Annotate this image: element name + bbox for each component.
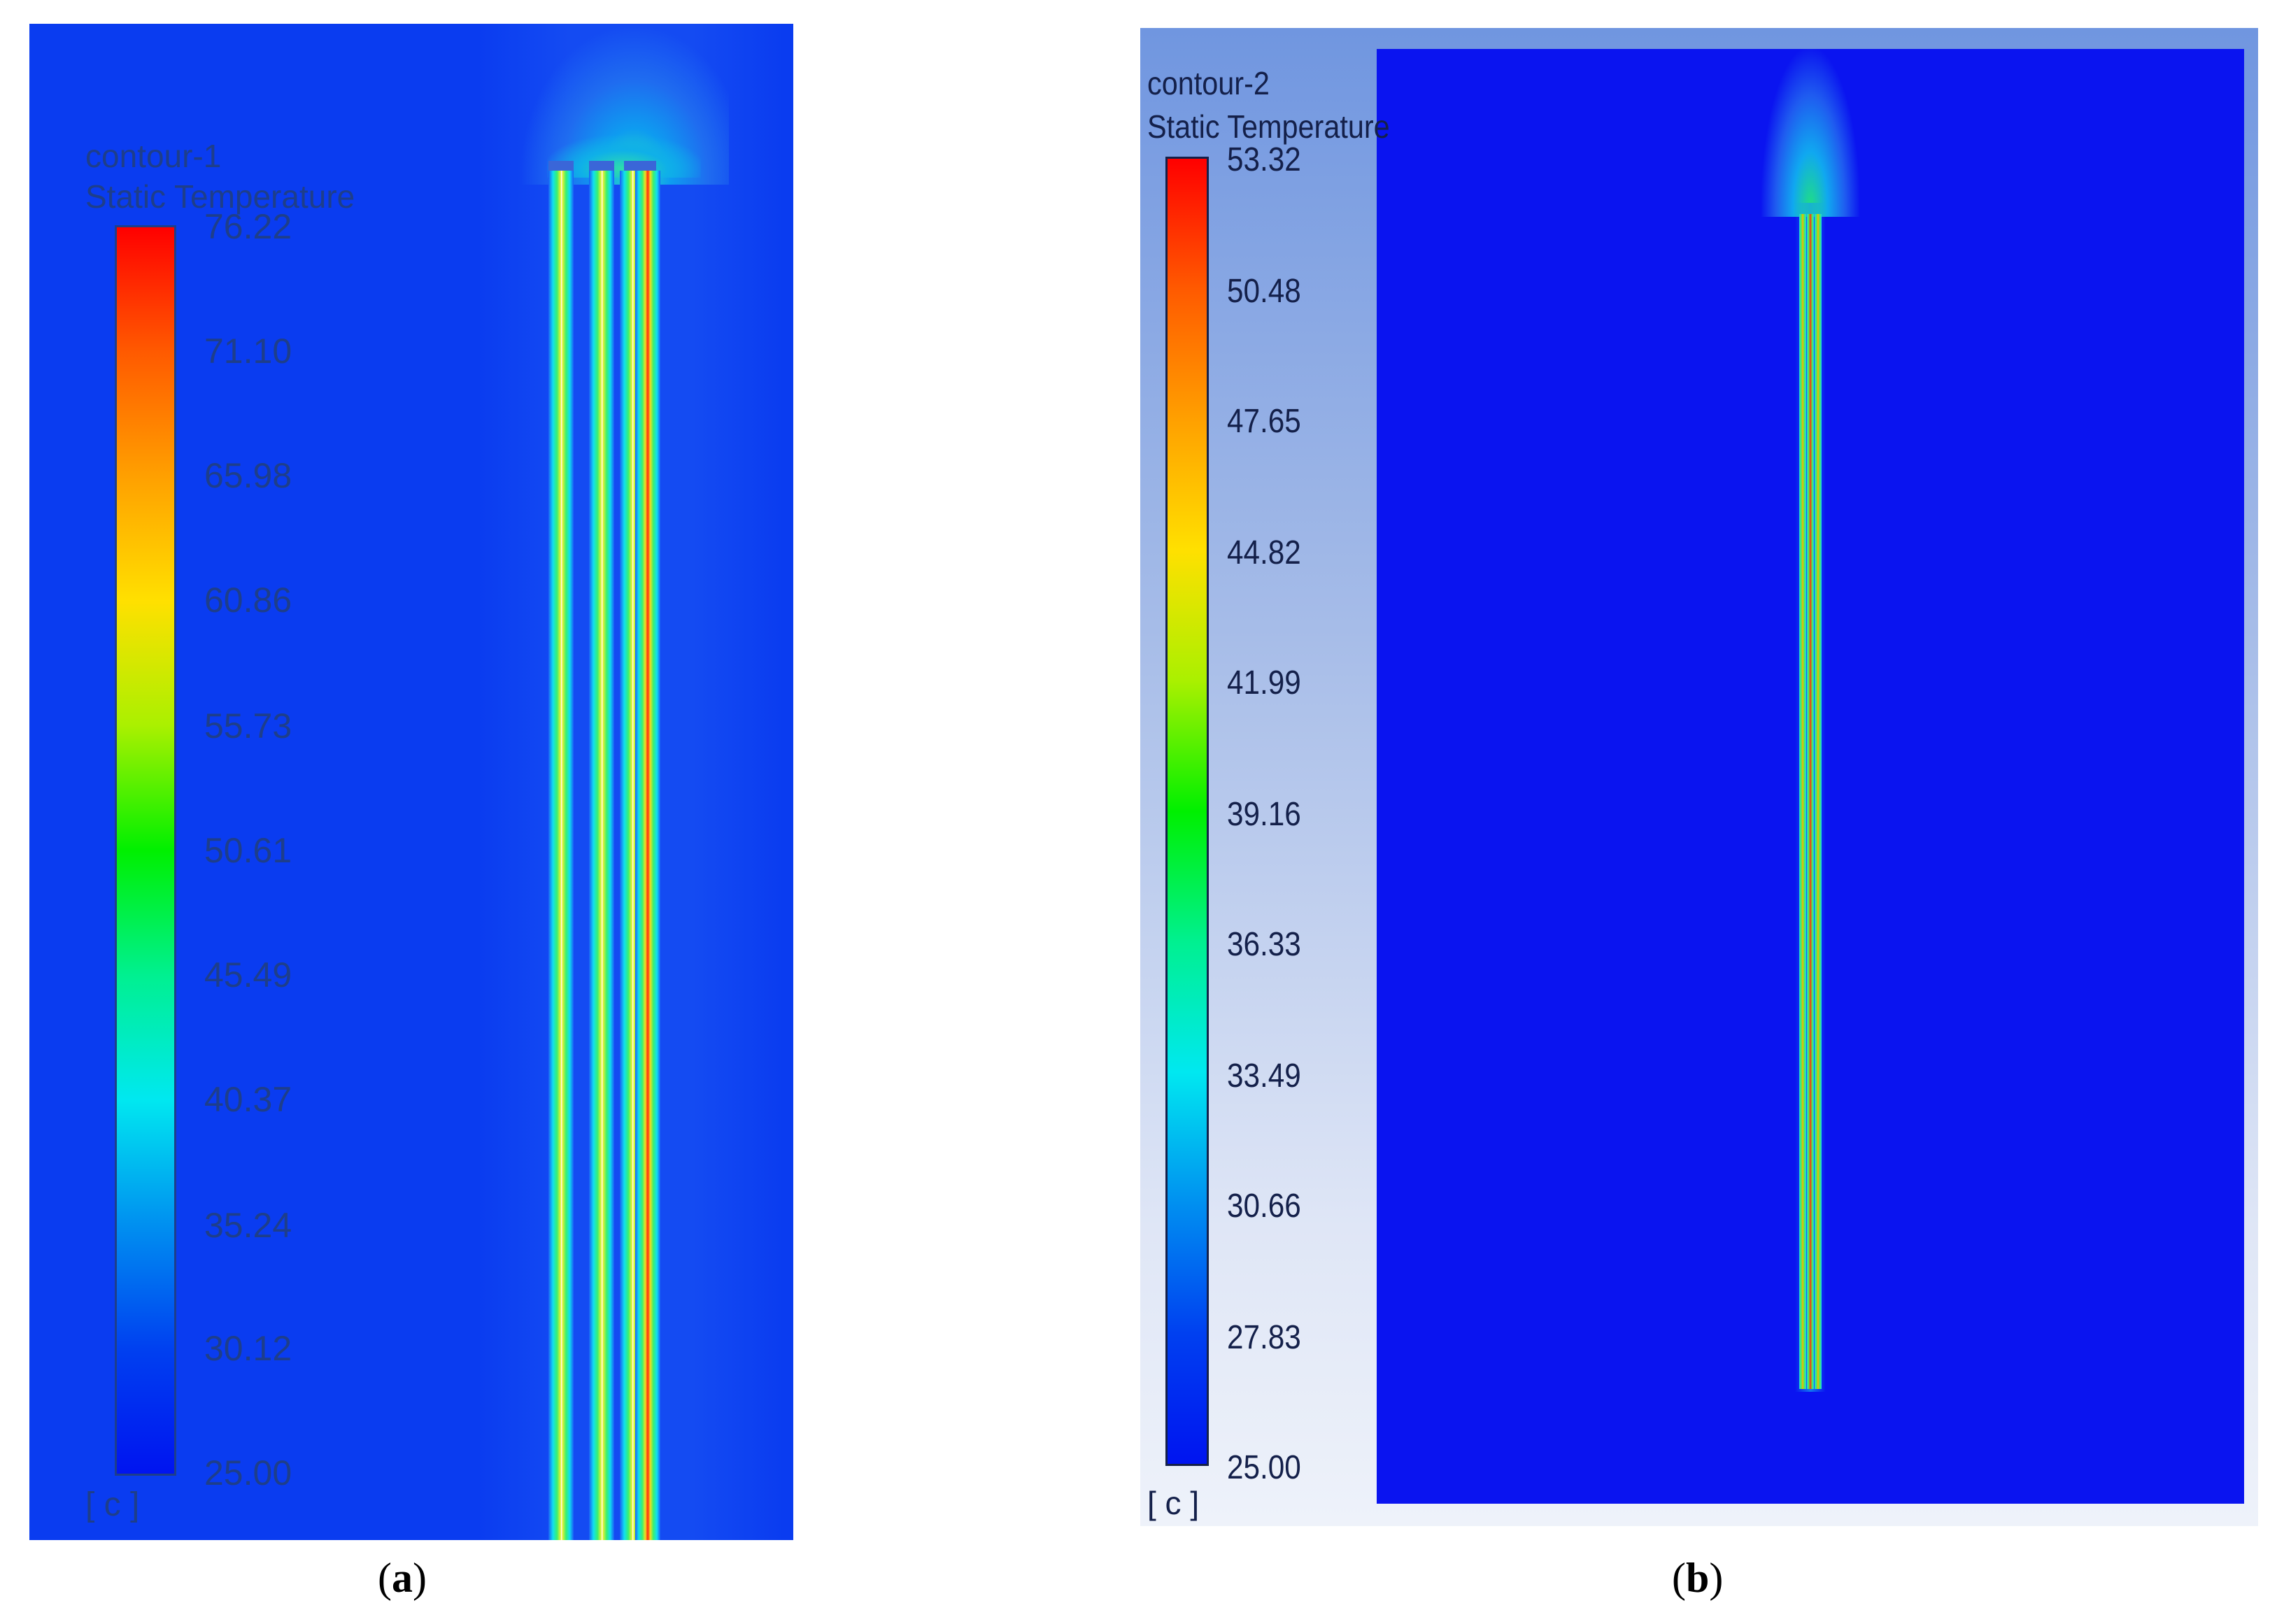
colorbar-tick: 25.00 bbox=[204, 1453, 292, 1493]
colorbar-unit: [ c ] bbox=[1147, 1485, 1200, 1521]
colorbar-a bbox=[115, 225, 176, 1476]
colorbar-tick: 36.33 bbox=[1227, 926, 1301, 963]
colorbar-tick: 60.86 bbox=[204, 580, 292, 620]
contour-plot-a: contour-1 Static Temperature 76.22 71.10… bbox=[29, 24, 793, 1540]
colorbar-tick: 30.66 bbox=[1227, 1188, 1301, 1225]
heat-pipe-tube bbox=[1799, 214, 1806, 1389]
caption-b: (b) bbox=[1672, 1555, 1724, 1601]
colorbar-tick: 65.98 bbox=[204, 456, 292, 495]
colorbar-tick: 33.49 bbox=[1227, 1057, 1301, 1095]
colorbar-tick: 45.49 bbox=[204, 955, 292, 995]
colorbar-tick: 50.61 bbox=[204, 831, 292, 870]
colorbar-tick: 41.99 bbox=[1227, 664, 1301, 701]
colorbar-tick: 44.82 bbox=[1227, 534, 1301, 571]
legend-name: contour-2 bbox=[1147, 65, 1270, 101]
colorbar-b bbox=[1165, 157, 1209, 1466]
colorbar-tick: 39.16 bbox=[1227, 796, 1301, 833]
colorbar-tick: 40.37 bbox=[204, 1080, 292, 1119]
contour-field-b bbox=[1377, 49, 2244, 1504]
legend-quantity: Static Temperature bbox=[1147, 108, 1390, 145]
colorbar-tick: 27.83 bbox=[1227, 1319, 1301, 1356]
heat-plume-b bbox=[1761, 49, 1859, 217]
colorbar-tick: 50.48 bbox=[1227, 273, 1301, 310]
tube-cap bbox=[589, 161, 614, 171]
colorbar-tick: 55.73 bbox=[204, 706, 292, 746]
colorbar-tick: 47.65 bbox=[1227, 403, 1301, 440]
caption-letter: a bbox=[391, 1555, 413, 1601]
legend-quantity: Static Temperature bbox=[85, 178, 355, 215]
heat-pipe-tube bbox=[548, 171, 574, 1540]
heat-pipe-tube-hot bbox=[1807, 214, 1814, 1389]
colorbar-tick: 71.10 bbox=[204, 332, 292, 371]
contour-plot-b: contour-2 Static Temperature 53.32 50.48… bbox=[1140, 28, 2258, 1526]
legend-title-a: contour-1 Static Temperature bbox=[85, 136, 355, 217]
colorbar-tick: 53.32 bbox=[1227, 141, 1301, 178]
colorbar-tick: 35.24 bbox=[204, 1206, 292, 1245]
tube-cap bbox=[548, 161, 574, 171]
colorbar-tick: 30.12 bbox=[204, 1329, 292, 1368]
colorbar-tick: 25.00 bbox=[1227, 1449, 1301, 1486]
legend-title-b: contour-2 Static Temperature bbox=[1147, 62, 1390, 148]
caption-a: (a) bbox=[378, 1555, 427, 1601]
legend-name: contour-1 bbox=[85, 138, 222, 174]
caption-letter: b bbox=[1685, 1555, 1710, 1601]
tube-cap bbox=[624, 161, 656, 171]
heat-pipe-tube bbox=[589, 171, 614, 1540]
heat-pipe-tube bbox=[1815, 214, 1822, 1389]
colorbar-tick: 76.22 bbox=[204, 207, 292, 246]
colorbar-unit: [ c ] bbox=[85, 1486, 140, 1523]
heat-pipe-tube-hot bbox=[635, 171, 660, 1540]
